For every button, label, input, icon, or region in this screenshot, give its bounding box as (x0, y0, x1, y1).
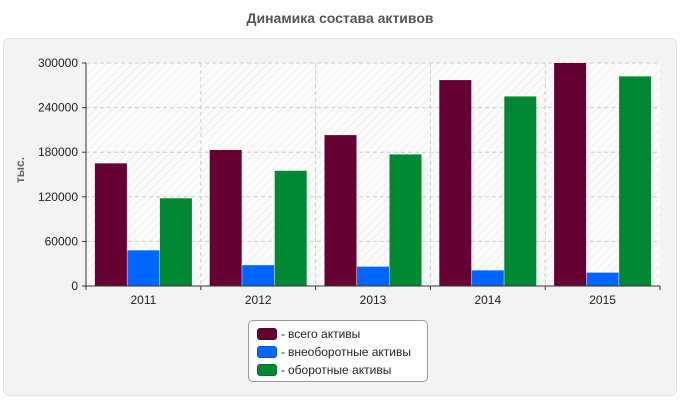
bars-group (94, 63, 652, 286)
legend-label-total: всего активы (288, 327, 361, 341)
tick-labels: 0 60000 120000 180000 240000 300000 2011 2012 20… (38, 56, 616, 307)
x-tick-label: 2011 (130, 293, 156, 307)
bar (324, 135, 357, 286)
legend-item: - всего активы (257, 325, 419, 343)
bar (504, 96, 537, 286)
bar (619, 76, 652, 286)
bar (586, 272, 619, 286)
bar (471, 270, 504, 286)
y-tick-label: 0 (71, 279, 78, 293)
bar (554, 63, 587, 286)
legend-prefix: - (281, 363, 285, 377)
legend-swatch-total (257, 328, 277, 340)
y-tick-label: 60000 (45, 234, 79, 248)
x-tick-label: 2013 (360, 293, 387, 307)
bar-chart: 0 60000 120000 180000 240000 300000 2011 2012 20… (38, 56, 661, 307)
bar (274, 170, 307, 286)
x-tick-label: 2015 (589, 293, 616, 307)
bar (439, 80, 472, 286)
y-tick-label: 180000 (38, 145, 78, 159)
legend-prefix: - (281, 327, 285, 341)
bar (127, 250, 160, 286)
chart-title: Динамика состава активов (246, 10, 434, 26)
x-tick-label: 2012 (245, 293, 272, 307)
legend-label-noncurrent: внеоборотные активы (288, 345, 411, 359)
bar (94, 163, 127, 286)
bar (209, 149, 242, 286)
legend: - всего активы - внеоборотные активы - о… (248, 320, 428, 382)
legend-item: - оборотные активы (257, 361, 419, 379)
legend-swatch-noncurrent (257, 346, 277, 358)
bar (159, 198, 192, 286)
legend-item: - внеоборотные активы (257, 343, 419, 361)
y-tick-label: 120000 (38, 190, 78, 204)
bar (357, 266, 389, 286)
y-tick-label: 300000 (38, 56, 78, 70)
bar (242, 265, 275, 286)
x-tick-label: 2014 (474, 293, 501, 307)
legend-prefix: - (281, 345, 285, 359)
axes (82, 62, 661, 290)
bar (389, 154, 422, 286)
y-tick-label: 240000 (38, 101, 78, 115)
legend-label-current: оборотные активы (288, 363, 392, 377)
legend-swatch-current (257, 364, 277, 376)
